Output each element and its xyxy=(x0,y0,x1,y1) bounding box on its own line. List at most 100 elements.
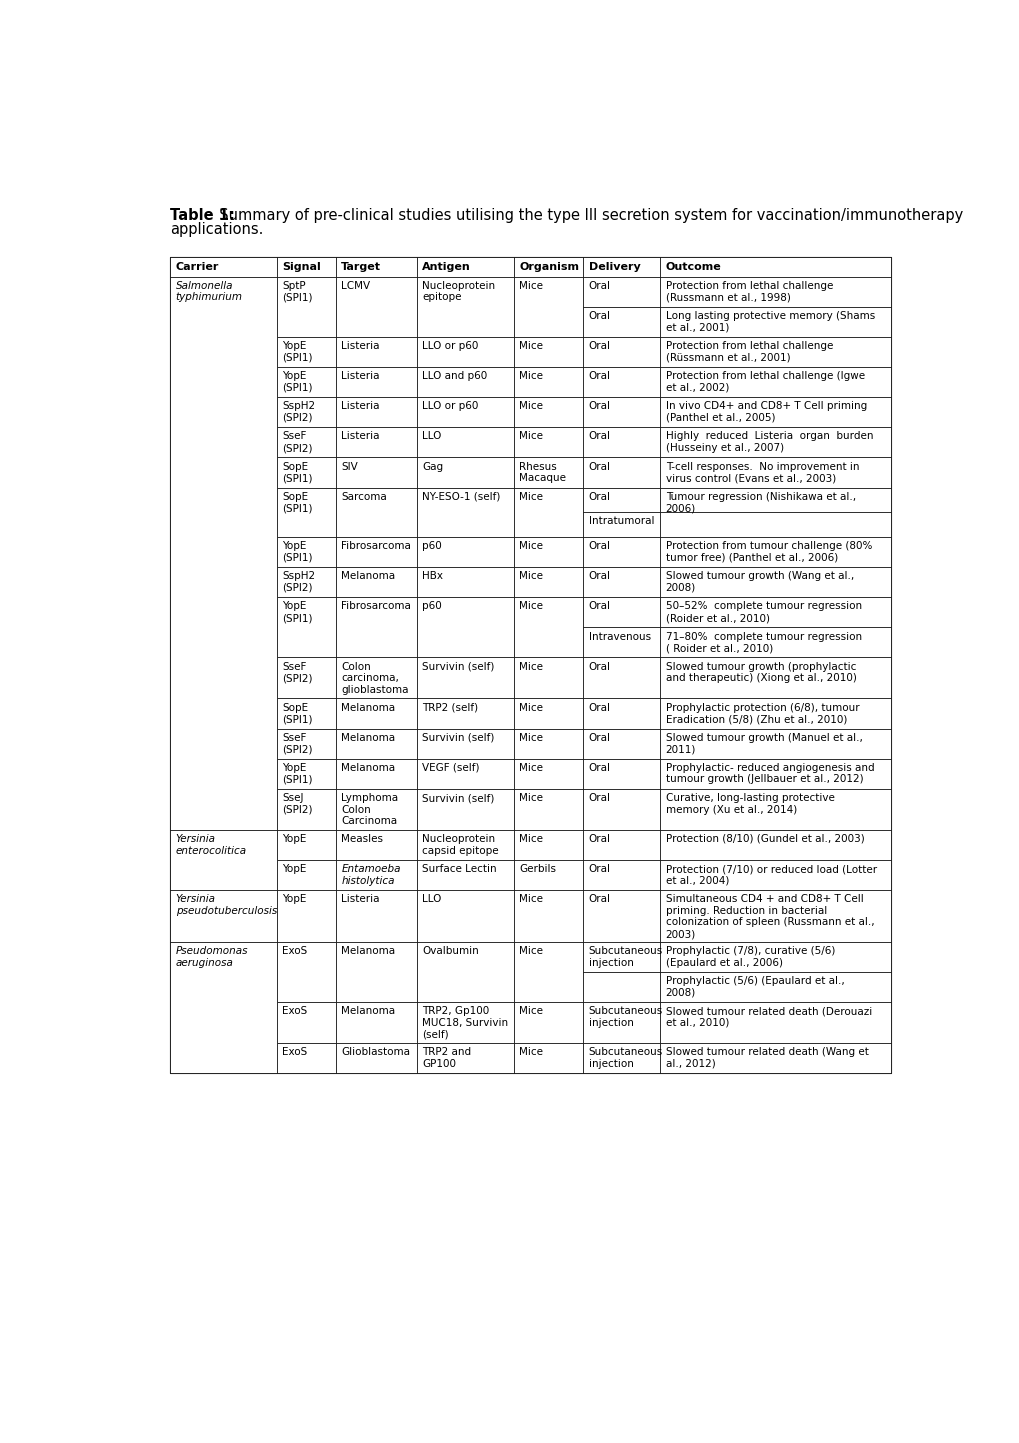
Text: Simultaneous CD4 + and CD8+ T Cell
priming. Reduction in bacterial
colonization : Simultaneous CD4 + and CD8+ T Cell primi… xyxy=(665,895,873,939)
Bar xyxy=(659,860,890,890)
Text: In vivo CD4+ and CD8+ T Cell priming
(Panthel et al., 2005): In vivo CD4+ and CD8+ T Cell priming (Pa… xyxy=(665,401,866,423)
Bar xyxy=(335,1043,416,1074)
Text: TRP2 (self): TRP2 (self) xyxy=(422,703,478,713)
Bar xyxy=(416,457,514,488)
Text: Oral: Oral xyxy=(588,733,610,743)
Text: Oral: Oral xyxy=(588,281,610,291)
Text: Gerbils: Gerbils xyxy=(519,864,555,874)
Text: Oral: Oral xyxy=(588,794,610,802)
Text: YopE
(SPI1): YopE (SPI1) xyxy=(282,371,313,392)
Text: Mice: Mice xyxy=(519,602,543,612)
Bar xyxy=(335,942,416,1001)
Bar xyxy=(335,257,416,277)
Text: Prophylactic (5/6) (Epaulard et al.,
2008): Prophylactic (5/6) (Epaulard et al., 200… xyxy=(665,975,844,997)
Text: VEGF (self): VEGF (self) xyxy=(422,763,479,773)
Text: Oral: Oral xyxy=(588,341,610,351)
Bar xyxy=(335,457,416,488)
Text: YopE
(SPI1): YopE (SPI1) xyxy=(282,541,313,563)
Text: Table 1:: Table 1: xyxy=(170,208,234,222)
Bar xyxy=(514,257,583,277)
Bar xyxy=(583,658,659,698)
Text: Subcutaneous
injection: Subcutaneous injection xyxy=(588,947,662,968)
Text: Pseudomonas
aeruginosa: Pseudomonas aeruginosa xyxy=(175,947,248,968)
Text: Summary of pre-clinical studies utilising the type III secretion system for vacc: Summary of pre-clinical studies utilisin… xyxy=(210,208,962,222)
Bar xyxy=(583,698,659,729)
Bar xyxy=(276,1001,335,1043)
Bar xyxy=(514,830,583,860)
Text: Listeria: Listeria xyxy=(341,341,379,351)
Bar xyxy=(514,367,583,397)
Text: Oral: Oral xyxy=(588,662,610,671)
Text: Surface Lectin: Surface Lectin xyxy=(422,864,496,874)
Text: Mice: Mice xyxy=(519,895,543,905)
Text: Oral: Oral xyxy=(588,371,610,381)
Text: Subcutaneous
injection: Subcutaneous injection xyxy=(588,1006,662,1027)
Bar xyxy=(514,427,583,457)
Text: Mice: Mice xyxy=(519,1048,543,1058)
Text: TRP2 and
GP100: TRP2 and GP100 xyxy=(422,1048,471,1069)
Text: Oral: Oral xyxy=(588,763,610,773)
Bar xyxy=(583,597,659,628)
Text: LLO and p60: LLO and p60 xyxy=(422,371,487,381)
Bar xyxy=(170,257,276,277)
Bar xyxy=(335,658,416,698)
Text: SptP
(SPI1): SptP (SPI1) xyxy=(282,281,313,303)
Text: Mice: Mice xyxy=(519,834,543,844)
Bar xyxy=(659,759,890,789)
Bar xyxy=(416,1001,514,1043)
Text: LLO or p60: LLO or p60 xyxy=(422,401,478,411)
Bar xyxy=(416,698,514,729)
Bar xyxy=(276,277,335,336)
Text: Target: Target xyxy=(341,261,381,271)
Bar xyxy=(514,537,583,567)
Text: Protection from lethal challenge
(Russmann et al., 1998): Protection from lethal challenge (Russma… xyxy=(665,281,833,303)
Bar xyxy=(170,257,890,1074)
Text: applications.: applications. xyxy=(170,222,263,237)
Bar xyxy=(276,759,335,789)
Text: Colon
carcinoma,
glioblastoma: Colon carcinoma, glioblastoma xyxy=(341,662,409,696)
Bar xyxy=(335,830,416,860)
Text: LLO: LLO xyxy=(422,895,441,905)
Text: Melanoma: Melanoma xyxy=(341,763,395,773)
Bar xyxy=(335,488,416,537)
Bar xyxy=(416,397,514,427)
Text: LCMV: LCMV xyxy=(341,281,370,291)
Bar xyxy=(514,597,583,658)
Text: Sarcoma: Sarcoma xyxy=(341,492,386,502)
Text: Oral: Oral xyxy=(588,462,610,472)
Text: Measles: Measles xyxy=(341,834,383,844)
Bar xyxy=(583,512,659,537)
Bar xyxy=(583,257,659,277)
Bar xyxy=(416,336,514,367)
Bar xyxy=(170,830,276,890)
Bar xyxy=(416,427,514,457)
Text: T-cell responses.  No improvement in
virus control (Evans et al., 2003): T-cell responses. No improvement in viru… xyxy=(665,462,858,483)
Bar xyxy=(416,597,514,658)
Text: Yersinia
enterocolitica: Yersinia enterocolitica xyxy=(175,834,247,856)
Text: Protection from lethal challenge
(Rüssmann et al., 2001): Protection from lethal challenge (Rüssma… xyxy=(665,341,833,362)
Bar xyxy=(659,789,890,830)
Text: HBx: HBx xyxy=(422,571,442,582)
Bar xyxy=(659,830,890,860)
Bar xyxy=(335,397,416,427)
Bar xyxy=(583,1001,659,1043)
Bar xyxy=(514,759,583,789)
Text: LLO: LLO xyxy=(422,431,441,442)
Text: SseF
(SPI2): SseF (SPI2) xyxy=(282,662,313,684)
Bar xyxy=(276,942,335,1001)
Bar xyxy=(416,830,514,860)
Text: Protection from tumour challenge (80%
tumor free) (Panthel et al., 2006): Protection from tumour challenge (80% tu… xyxy=(665,541,871,563)
Text: Slowed tumour related death (Derouazi
et al., 2010): Slowed tumour related death (Derouazi et… xyxy=(665,1006,871,1027)
Bar xyxy=(583,973,659,1001)
Bar xyxy=(276,336,335,367)
Bar xyxy=(659,512,890,537)
Text: SseF
(SPI2): SseF (SPI2) xyxy=(282,733,313,755)
Text: Nucleoprotein
epitope: Nucleoprotein epitope xyxy=(422,281,494,303)
Text: 71–80%  complete tumour regression
( Roider et al., 2010): 71–80% complete tumour regression ( Roid… xyxy=(665,632,861,654)
Text: Survivin (self): Survivin (self) xyxy=(422,733,494,743)
Bar xyxy=(170,942,276,1074)
Bar xyxy=(416,277,514,336)
Text: SspH2
(SPI2): SspH2 (SPI2) xyxy=(282,401,315,423)
Text: NY-ESO-1 (self): NY-ESO-1 (self) xyxy=(422,492,500,502)
Text: Organism: Organism xyxy=(519,261,579,271)
